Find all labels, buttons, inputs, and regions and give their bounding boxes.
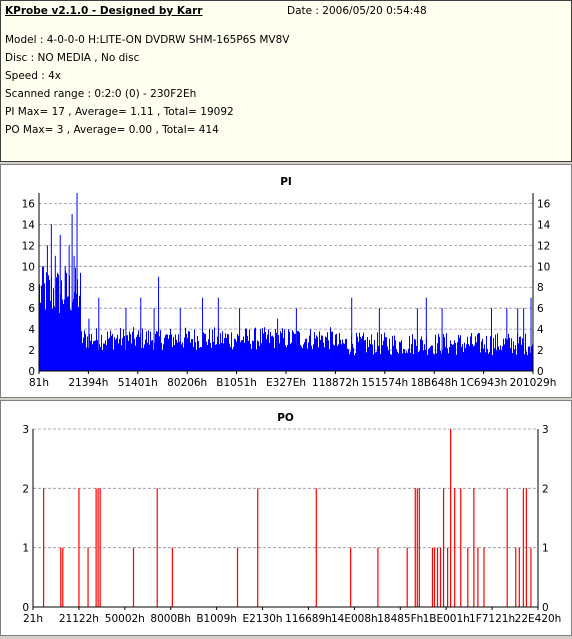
- y-tick-label-right: 1: [542, 543, 549, 555]
- x-tick-label: 21122h: [59, 613, 99, 625]
- x-tick-label: B1051h: [216, 377, 257, 389]
- x-tick-label: 21394h: [68, 377, 108, 389]
- x-tick-label: 151574h: [361, 377, 408, 389]
- po-chart-panel: PO 0 0 1 1 2 2 3 3 21h 21122h 50002h 8000Bh B1009h E21…: [0, 400, 572, 636]
- scan-date: Date : 2006/05/20 0:54:48: [287, 5, 427, 17]
- x-tick-label: 8000Bh: [150, 613, 191, 625]
- y-tick-label-left: 4: [28, 324, 35, 336]
- x-tick-label: 21h: [23, 613, 43, 625]
- y-tick-label-right: 8: [537, 282, 544, 294]
- chart-title: PI: [280, 176, 292, 188]
- chart-title: PO: [277, 412, 294, 424]
- x-tick-label: 116689h: [285, 613, 332, 625]
- y-tick-label-left: 1: [22, 543, 29, 555]
- y-tick-label-right: 2: [537, 345, 544, 357]
- y-tick-label-right: 12: [537, 240, 550, 252]
- x-tick-label: 201029h: [510, 377, 557, 389]
- scanned-range-line: Scanned range : 0:2:0 (0) - 230F2Eh: [5, 88, 197, 100]
- x-tick-label: 118872h: [312, 377, 359, 389]
- po-chart: PO 0 0 1 1 2 2 3 3 21h 21122h 50002h 8000Bh B1009h E21…: [22, 412, 562, 625]
- pi-summary-line: PI Max= 17 , Average= 1.11 , Total= 1909…: [5, 106, 234, 118]
- x-tick-label: 51401h: [118, 377, 158, 389]
- y-tick-label-left: 14: [22, 219, 36, 231]
- app-title: KProbe v2.1.0 - Designed by Karr: [5, 5, 203, 17]
- y-tick-label-right: 14: [537, 219, 551, 231]
- pi-chart: PI 0 0 2 2 4 4 6 6 8 8 10 10 12 12 14 14 16 16 81h 21394h 514…: [22, 176, 557, 389]
- x-tick-label: 14E008h: [331, 613, 378, 625]
- y-tick-label-left: 10: [22, 261, 35, 273]
- x-tick-label: 1C6943h: [460, 377, 507, 389]
- info-panel: KProbe v2.1.0 - Designed by Karr Date : …: [0, 0, 572, 162]
- x-tick-label: 18485Fh: [377, 613, 423, 625]
- y-tick-label-left: 0: [28, 366, 35, 378]
- x-tick-label: E2130h: [243, 613, 283, 625]
- y-tick-label-right: 0: [542, 602, 549, 614]
- y-tick-label-left: 12: [22, 240, 35, 252]
- y-tick-label-right: 3: [542, 424, 549, 436]
- y-tick-label-left: 6: [28, 303, 35, 315]
- x-tick-label: 80206h: [167, 377, 207, 389]
- y-tick-label-right: 16: [537, 198, 551, 210]
- x-tick-label: 22E420h: [515, 613, 562, 625]
- x-tick-label: 81h: [29, 377, 49, 389]
- x-tick-label: 1BE001h: [423, 613, 470, 625]
- y-tick-label-left: 2: [22, 483, 29, 495]
- y-tick-label-left: 3: [22, 424, 29, 436]
- y-tick-label-left: 16: [22, 198, 36, 210]
- y-tick-label-left: 0: [22, 602, 29, 614]
- x-tick-label: B1009h: [196, 613, 237, 625]
- x-tick-label: 18B648h: [411, 377, 458, 389]
- y-tick-label-right: 0: [537, 366, 544, 378]
- plot-area: [33, 429, 538, 607]
- x-tick-label: 1F7121h: [469, 613, 515, 625]
- y-tick-label-right: 2: [542, 483, 549, 495]
- po-summary-line: PO Max= 3 , Average= 0.00 , Total= 414: [5, 124, 219, 136]
- y-tick-label-left: 2: [28, 345, 35, 357]
- model-line: Model : 4-0-0-0 H:LITE-ON DVDRW SHM-165P…: [5, 34, 290, 46]
- x-tick-label: E327Eh: [266, 377, 306, 389]
- disc-line: Disc : NO MEDIA , No disc: [5, 52, 140, 64]
- po-series: [42, 429, 532, 607]
- y-tick-label-right: 10: [537, 261, 550, 273]
- y-tick-label-left: 8: [28, 282, 35, 294]
- y-tick-label-right: 4: [537, 324, 544, 336]
- speed-line: Speed : 4x: [5, 70, 62, 82]
- y-tick-label-right: 6: [537, 303, 544, 315]
- x-tick-label: 50002h: [105, 613, 145, 625]
- pi-chart-panel: PI 0 0 2 2 4 4 6 6 8 8 10 10 12 12 14 14 16 16 81h 21394h 514…: [0, 164, 572, 398]
